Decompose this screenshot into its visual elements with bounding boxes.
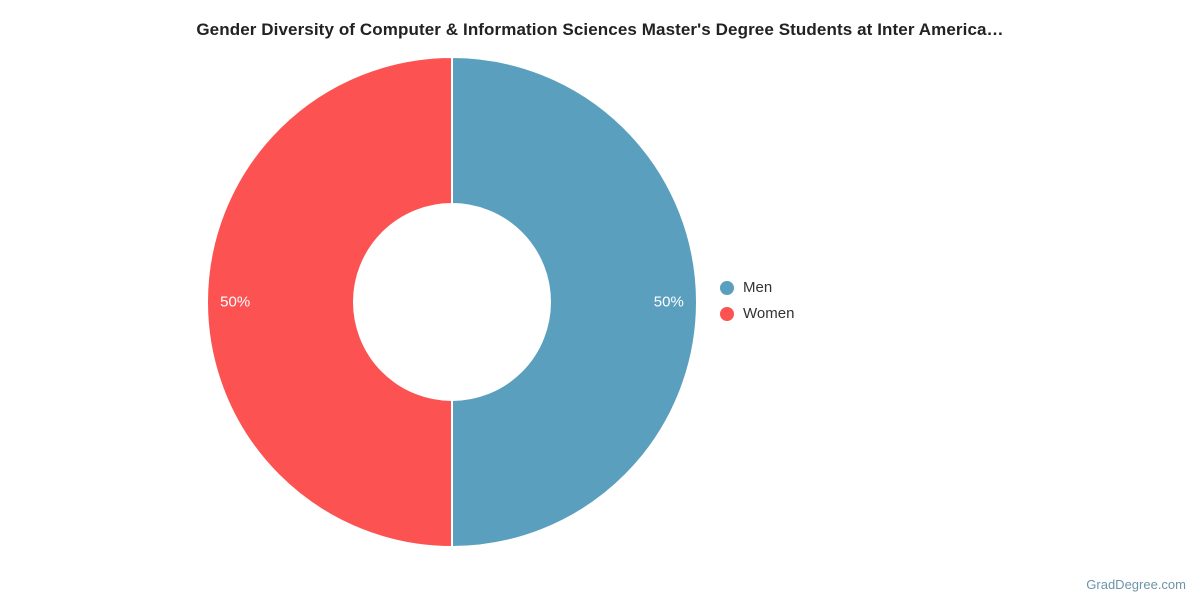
legend-item-women[interactable]: Women — [720, 303, 794, 325]
legend-item-men[interactable]: Men — [720, 277, 794, 299]
donut-chart: 50% 50% — [206, 55, 698, 549]
watermark-link[interactable]: GradDegree.com — [1086, 577, 1186, 592]
legend: Men Women — [720, 277, 794, 325]
legend-marker-men — [720, 281, 734, 295]
legend-label-men: Men — [743, 279, 773, 296]
slice-label-women: 50% — [220, 294, 250, 311]
legend-marker-women — [720, 307, 734, 321]
slice-men[interactable] — [451, 55, 698, 549]
legend-label-women: Women — [743, 305, 795, 322]
slice-label-men: 50% — [654, 294, 684, 311]
slice-women[interactable] — [206, 55, 453, 549]
chart-title: Gender Diversity of Computer & Informati… — [196, 20, 1004, 39]
